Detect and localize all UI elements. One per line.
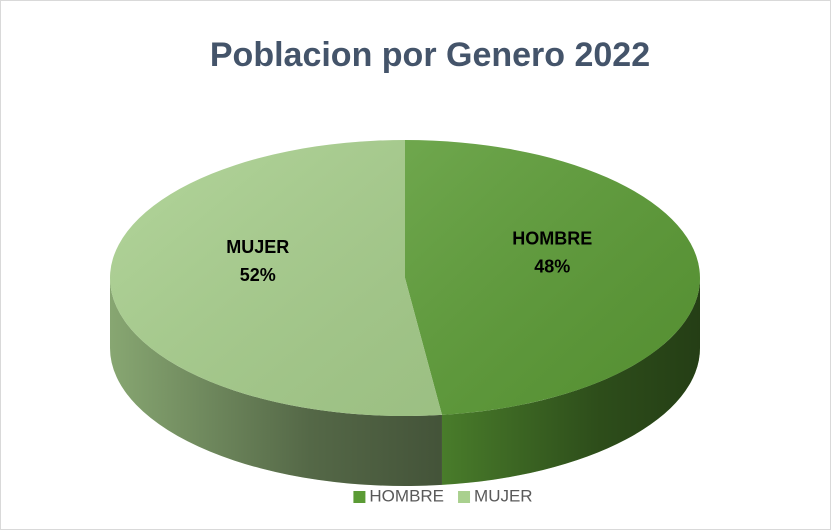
- legend-swatch: [458, 491, 471, 503]
- legend-label: HOMBRE: [369, 486, 444, 505]
- slice-side-shade: [441, 278, 700, 485]
- data-label-value: 48%: [534, 256, 570, 276]
- legend-label: MUJER: [474, 486, 533, 505]
- slice-gloss: [110, 140, 442, 416]
- data-label-name: MUJER: [226, 237, 289, 257]
- slice-side-shade: [110, 278, 442, 486]
- data-label-value: 52%: [240, 265, 276, 285]
- slice-gloss: [405, 140, 701, 415]
- legend: HOMBRE MUJER: [353, 486, 533, 505]
- data-label-name: HOMBRE: [512, 228, 592, 248]
- chart-title: Poblacion por Genero 2022: [210, 36, 650, 74]
- legend-swatch: [353, 491, 366, 503]
